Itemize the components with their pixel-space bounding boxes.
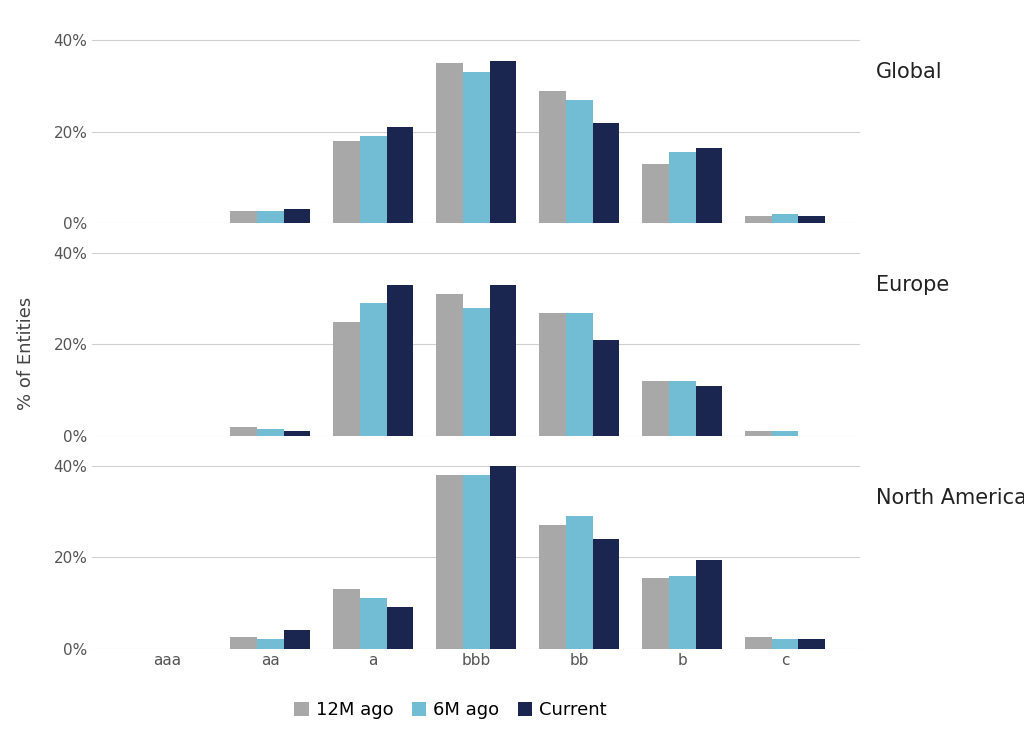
Bar	[387, 607, 414, 649]
Bar	[772, 431, 799, 436]
Bar	[565, 99, 593, 223]
Bar	[359, 304, 387, 436]
Bar	[436, 475, 463, 649]
Bar	[642, 164, 669, 223]
Bar	[799, 216, 825, 223]
Bar	[463, 72, 489, 223]
Bar	[489, 466, 516, 649]
Bar	[387, 127, 414, 223]
Bar	[669, 576, 695, 649]
Bar	[593, 539, 620, 649]
Bar	[695, 559, 722, 649]
Bar	[436, 63, 463, 223]
Bar	[230, 212, 257, 223]
Bar	[436, 294, 463, 436]
Bar	[744, 638, 772, 649]
Text: Global: Global	[876, 63, 942, 83]
Bar	[744, 216, 772, 223]
Bar	[772, 214, 799, 223]
Bar	[539, 312, 565, 436]
Bar	[669, 152, 695, 223]
Bar	[230, 427, 257, 436]
Text: Europe: Europe	[876, 275, 949, 295]
Bar	[333, 141, 359, 223]
Bar	[669, 381, 695, 436]
Bar	[489, 285, 516, 436]
Bar	[359, 598, 387, 649]
Bar	[284, 630, 310, 649]
Bar	[489, 61, 516, 223]
Bar	[387, 285, 414, 436]
Text: % of Entities: % of Entities	[16, 297, 35, 411]
Bar	[539, 525, 565, 649]
Bar	[565, 516, 593, 649]
Bar	[284, 209, 310, 223]
Bar	[359, 136, 387, 223]
Bar	[257, 429, 284, 436]
Bar	[695, 385, 722, 436]
Bar	[333, 321, 359, 436]
Bar	[230, 638, 257, 649]
Bar	[642, 381, 669, 436]
Bar	[539, 91, 565, 223]
Bar	[463, 475, 489, 649]
Bar	[799, 640, 825, 649]
Bar	[257, 640, 284, 649]
Text: North America: North America	[876, 488, 1024, 508]
Bar	[744, 431, 772, 436]
Bar	[284, 431, 310, 436]
Bar	[593, 122, 620, 223]
Bar	[772, 640, 799, 649]
Bar	[463, 308, 489, 436]
Bar	[257, 212, 284, 223]
Bar	[333, 590, 359, 649]
Bar	[695, 147, 722, 223]
Bar	[593, 340, 620, 436]
Bar	[565, 312, 593, 436]
Legend: 12M ago, 6M ago, Current: 12M ago, 6M ago, Current	[289, 696, 612, 724]
Bar	[642, 578, 669, 649]
